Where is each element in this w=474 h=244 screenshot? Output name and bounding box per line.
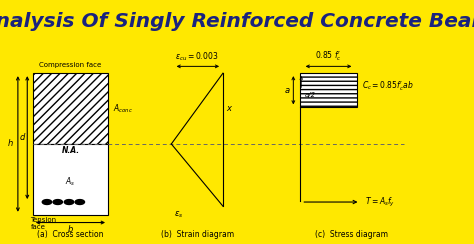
Circle shape [75,200,84,204]
Text: N.A.: N.A. [61,146,80,155]
Text: a: a [285,86,290,95]
Text: a/2: a/2 [305,92,316,98]
Circle shape [64,200,74,204]
Text: d: d [20,133,26,142]
Bar [33,144,108,215]
Text: Tension
face: Tension face [30,217,57,230]
Text: x: x [227,104,232,113]
Text: h: h [8,140,13,148]
Text: (c)  Stress diagram: (c) Stress diagram [316,230,389,239]
Text: b: b [68,225,73,234]
Text: $A_{conc}$: $A_{conc}$ [113,102,133,115]
Bar [33,73,108,144]
Text: (b)  Strain diagram: (b) Strain diagram [161,230,234,239]
Text: $0.85\ f^{\prime}_c$: $0.85\ f^{\prime}_c$ [315,50,342,63]
Text: Compression face: Compression face [39,62,101,68]
Text: (a)  Cross section: (a) Cross section [37,230,104,239]
Text: Analysis Of Singly Reinforced Concrete Beam: Analysis Of Singly Reinforced Concrete B… [0,12,474,31]
Text: $A_s$: $A_s$ [65,175,75,188]
Text: $\epsilon_{cu} = 0.003$: $\epsilon_{cu} = 0.003$ [175,51,219,63]
Bar [301,73,357,107]
Text: $T = A_s f_y$: $T = A_s f_y$ [365,195,395,209]
Circle shape [53,200,63,204]
Text: $\epsilon_s$: $\epsilon_s$ [173,210,183,220]
Circle shape [42,200,52,204]
Text: $C_c = 0.85f_c^{\prime}ab$: $C_c = 0.85f_c^{\prime}ab$ [362,80,414,93]
